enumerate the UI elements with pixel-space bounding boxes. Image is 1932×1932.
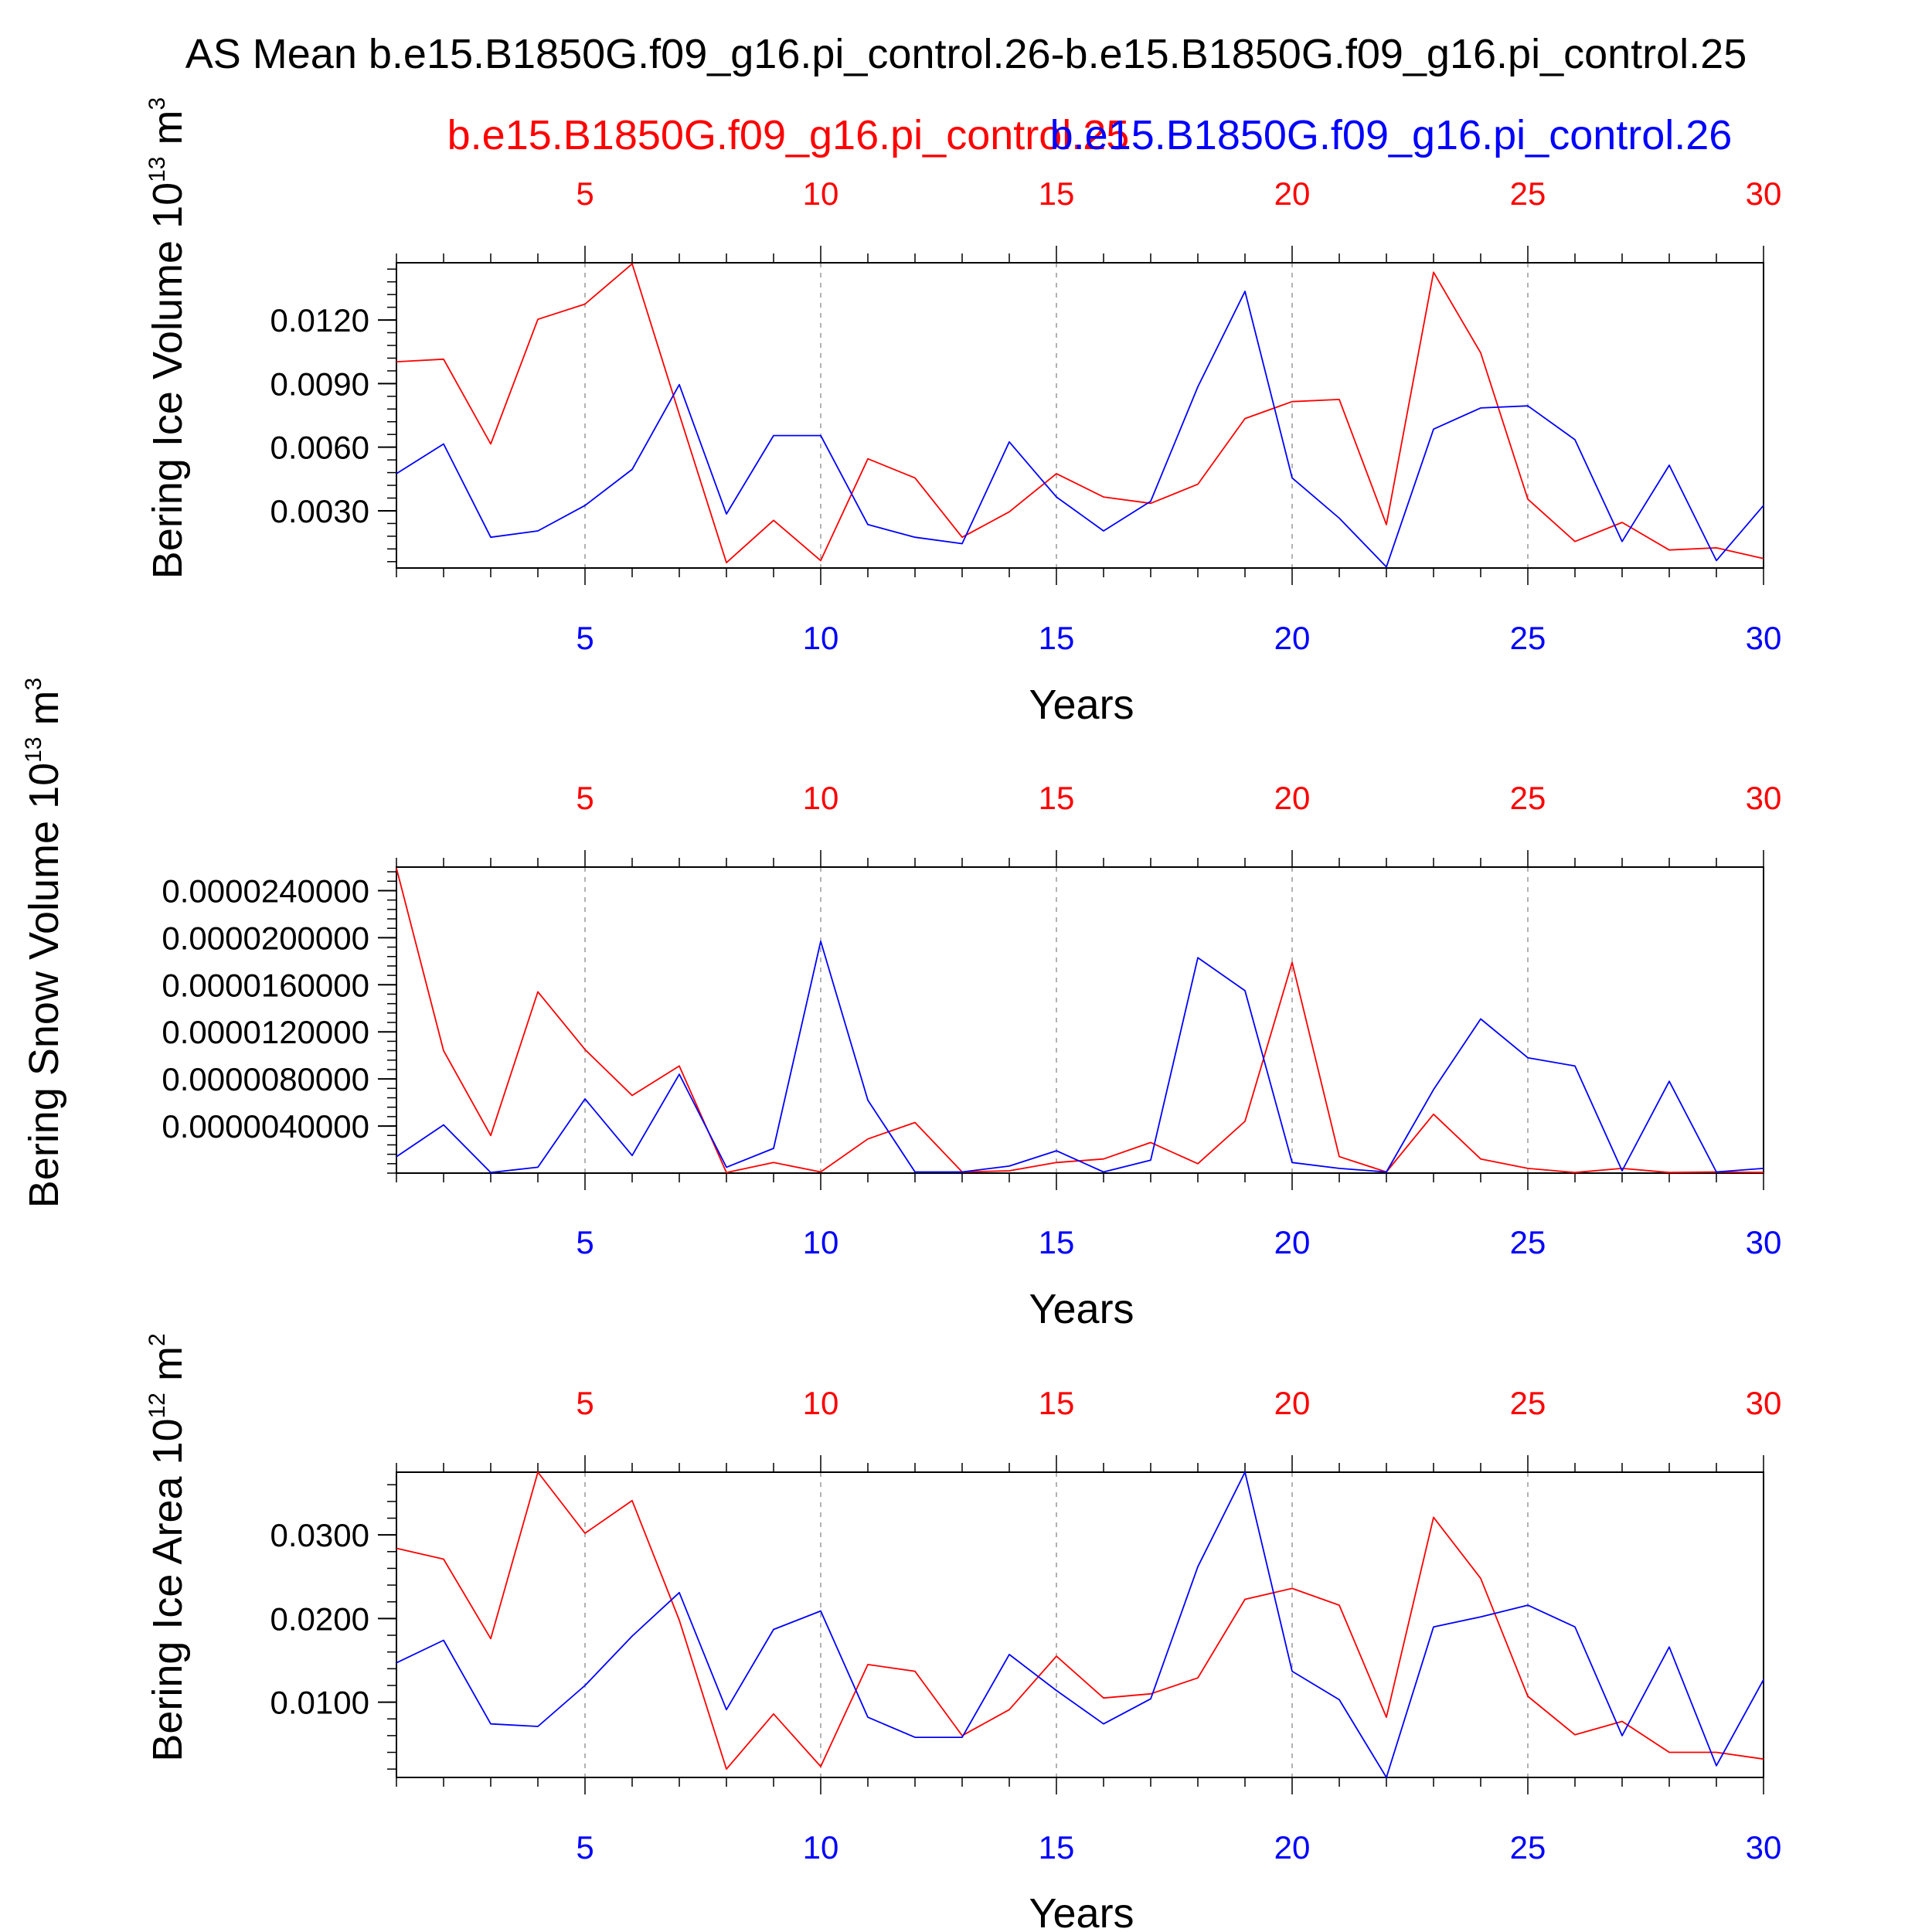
x-tick-label-top: 20 <box>1274 175 1311 212</box>
x-tick-label-bottom: 20 <box>1274 620 1311 656</box>
y-tick-label: 0.0090 <box>270 366 369 402</box>
y-axis-label-unit: m <box>145 110 191 156</box>
y-axis-label-unit-exponent: 3 <box>21 678 46 691</box>
x-tick-label-bottom: 5 <box>576 620 594 656</box>
x-tick-label-bottom: 25 <box>1510 620 1546 656</box>
y-tick-label: 0.0100 <box>270 1685 369 1721</box>
x-tick-label-bottom: 20 <box>1274 1829 1311 1866</box>
series-line-blue <box>396 1471 1764 1778</box>
x-tick-label-bottom: 10 <box>803 620 839 656</box>
y-axis-label-exponent: 13 <box>145 156 170 182</box>
x-axis-label: Years <box>1029 1286 1134 1332</box>
x-tick-label-bottom: 5 <box>576 1224 594 1260</box>
y-axis-label-text: Bering Ice Area 10 <box>145 1418 191 1761</box>
x-tick-label-bottom: 25 <box>1510 1829 1546 1866</box>
x-axis-label: Years <box>1029 1890 1134 1932</box>
x-tick-label-top: 20 <box>1274 1385 1311 1421</box>
x-tick-label-bottom: 15 <box>1039 620 1075 656</box>
x-tick-label-bottom: 30 <box>1746 620 1782 656</box>
x-tick-label-bottom: 30 <box>1746 1829 1782 1866</box>
panels: 55101015152020252530300.00300.00600.0090… <box>21 97 1781 1932</box>
series-line-red <box>396 263 1764 563</box>
y-tick-label: 0.0000080000 <box>162 1061 369 1097</box>
y-axis-label-exponent: 13 <box>21 736 46 762</box>
y-axis-label-text: Bering Ice Volume 10 <box>145 182 191 579</box>
series-line-blue <box>396 291 1764 568</box>
y-axis-label: Bering Ice Area 1012 m2 <box>145 1333 191 1761</box>
y-axis-label-unit-exponent: 2 <box>145 1333 170 1346</box>
figure-title: AS Mean b.e15.B1850G.f09_g16.pi_control.… <box>185 31 1747 77</box>
y-tick-label: 0.0300 <box>270 1517 369 1553</box>
x-tick-label-bottom: 25 <box>1510 1224 1546 1260</box>
y-axis-label-unit: m <box>145 1346 191 1393</box>
x-tick-label-top: 15 <box>1039 780 1075 816</box>
chart-panel-1: 5 5 10 10 15 15 20 20 25 25 30 30 0.0030 0.0060 0.0090… <box>145 97 1781 728</box>
plot-frame <box>396 866 1764 1174</box>
x-tick-label-bottom: 15 <box>1039 1224 1075 1260</box>
x-tick-label-top: 5 <box>576 1385 594 1421</box>
y-tick-label: 0.0060 <box>270 430 369 466</box>
y-tick-label: 0.0000200000 <box>162 920 369 956</box>
x-tick-label-top: 15 <box>1039 175 1075 212</box>
y-axis-label-text: Bering Snow Volume 10 <box>21 763 67 1208</box>
plot-frame <box>396 1471 1764 1778</box>
plot-frame <box>396 262 1764 569</box>
y-tick-label: 0.0000240000 <box>162 872 369 909</box>
x-tick-label-bottom: 10 <box>803 1224 839 1260</box>
x-tick-label-top: 25 <box>1510 780 1546 816</box>
x-axis-label: Years <box>1029 682 1134 728</box>
x-tick-label-top: 30 <box>1746 1385 1782 1421</box>
series-line-red <box>396 1471 1764 1770</box>
x-tick-label-top: 5 <box>576 175 594 212</box>
legend-blue-label: b.e15.B1850G.f09_g16.pi_control.26 <box>1050 112 1733 158</box>
x-tick-label-bottom: 20 <box>1274 1224 1311 1260</box>
y-tick-label: 0.0000120000 <box>162 1014 369 1050</box>
y-tick-label: 0.0030 <box>270 493 369 529</box>
x-tick-label-bottom: 15 <box>1039 1829 1075 1866</box>
x-tick-label-top: 25 <box>1510 175 1546 212</box>
series-line-blue <box>396 940 1764 1174</box>
x-tick-label-bottom: 10 <box>803 1829 839 1866</box>
y-axis-label-unit-exponent: 3 <box>145 97 170 111</box>
chart-panel-3: 5 5 10 10 15 15 20 20 25 25 30 30 0.0100 0.0200 0.0300… <box>145 1333 1781 1932</box>
x-tick-label-top: 5 <box>576 780 594 816</box>
x-tick-label-bottom: 30 <box>1746 1224 1782 1260</box>
y-tick-label: 0.0200 <box>270 1600 369 1637</box>
x-tick-label-top: 30 <box>1746 175 1782 212</box>
x-tick-label-top: 30 <box>1746 780 1782 816</box>
x-tick-label-top: 25 <box>1510 1385 1546 1421</box>
x-tick-label-top: 10 <box>803 175 839 212</box>
y-tick-label: 0.0000040000 <box>162 1108 369 1145</box>
x-tick-label-top: 20 <box>1274 780 1311 816</box>
x-tick-label-top: 15 <box>1039 1385 1075 1421</box>
x-tick-label-top: 10 <box>803 780 839 816</box>
chart-panel-2: 5 5 10 10 15 15 20 20 25 25 30 30 0.0000040000 0.0000… <box>21 678 1781 1332</box>
y-axis-label-exponent: 12 <box>145 1393 170 1418</box>
y-tick-label: 0.0120 <box>270 302 369 338</box>
y-axis-label-unit: m <box>21 690 67 736</box>
x-tick-label-bottom: 5 <box>576 1829 594 1866</box>
y-axis-label: Bering Ice Volume 1013 m3 <box>145 97 191 579</box>
series-line-red <box>396 868 1764 1174</box>
y-tick-label: 0.0000160000 <box>162 967 369 1003</box>
y-axis-label: Bering Snow Volume 1013 m3 <box>21 678 67 1208</box>
legend-red-label: b.e15.B1850G.f09_g16.pi_control.25 <box>447 112 1130 158</box>
x-tick-label-top: 10 <box>803 1385 839 1421</box>
